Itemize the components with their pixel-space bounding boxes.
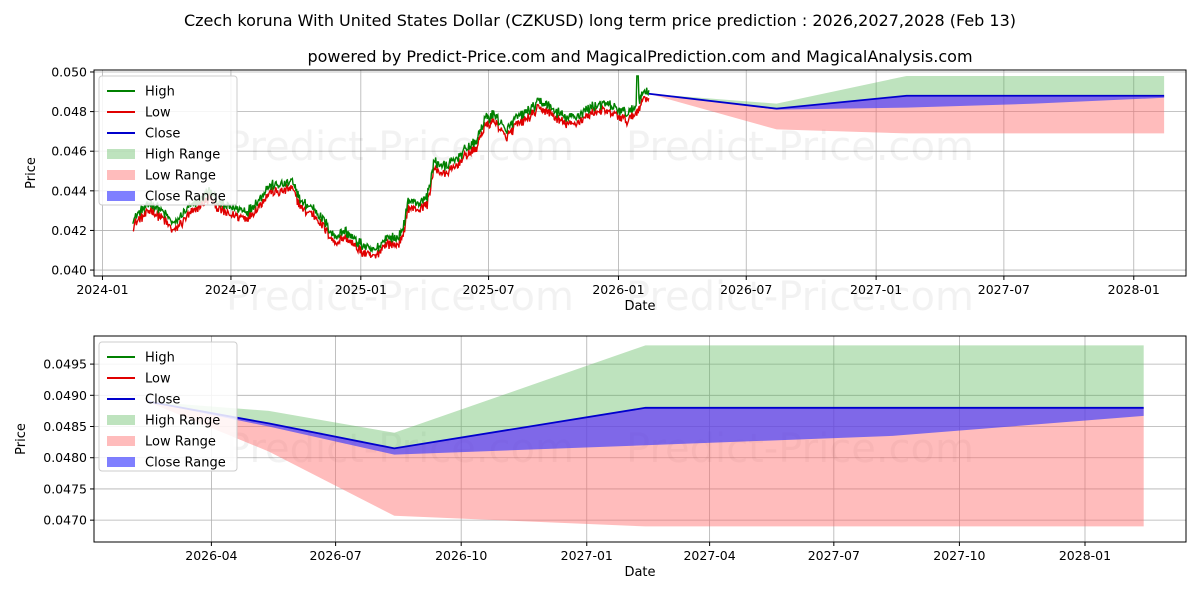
legend-low-label: Low <box>145 372 171 387</box>
legend-close-range-swatch <box>107 191 135 201</box>
x-tick-label: 2027-10 <box>933 548 985 563</box>
y-tick-label: 0.0470 <box>43 513 87 528</box>
forecast-zoom-chart-panel: Predict-Price.com Predict-Price.com2026-0… <box>14 335 1187 580</box>
high-range-area <box>147 345 1144 449</box>
x-tick-label: 2025-07 <box>462 282 514 297</box>
plot-frame <box>93 69 1187 277</box>
x-tick-label: 2027-01 <box>561 548 613 563</box>
y-tick-label: 0.048 <box>51 104 87 119</box>
x-axis-label: Date <box>624 565 655 580</box>
close-range-area <box>147 401 1144 455</box>
long-term-chart-panel: Predict-Price.com Predict-Price.com Predic… <box>24 64 1187 320</box>
legend-high-range-swatch <box>107 415 135 425</box>
x-tick-label: 2026-07 <box>309 548 361 563</box>
close-range-area <box>648 93 1165 110</box>
legend-close-label: Close <box>145 393 180 408</box>
x-tick-label: 2026-07 <box>720 282 772 297</box>
x-tick-label: 2027-04 <box>683 548 735 563</box>
y-tick-label: 0.042 <box>51 223 87 238</box>
x-tick-label: 2026-10 <box>435 548 487 563</box>
legend-low-range-swatch <box>107 436 135 446</box>
y-tick-label: 0.044 <box>51 183 87 198</box>
x-tick-label: 2026-01 <box>592 282 644 297</box>
legend-high-label: High <box>145 351 175 366</box>
watermark-text: Predict-Price.com <box>226 274 574 320</box>
x-tick-label: 2024-01 <box>76 282 128 297</box>
close-forecast-line <box>648 92 1165 110</box>
legend-low-range-swatch <box>107 170 135 180</box>
legend-close-label: Close <box>145 127 180 142</box>
y-tick-label: 0.046 <box>51 144 87 159</box>
x-tick-label: 2025-01 <box>335 282 387 297</box>
y-tick-label: 0.0490 <box>43 388 87 403</box>
x-tick-label: 2028-01 <box>1108 282 1160 297</box>
watermark-text: Predict-Price.com <box>626 274 974 320</box>
close-forecast-line <box>147 400 1144 450</box>
x-tick-label: 2027-07 <box>978 282 1030 297</box>
low-history-line <box>132 95 650 259</box>
x-tick-label: 2026-04 <box>185 548 237 563</box>
legend-box <box>98 341 238 472</box>
low-range-area <box>648 93 1165 134</box>
y-axis-label: Price <box>14 423 29 455</box>
legend: High Low Close High Range Low Range Close Ran… <box>98 75 238 206</box>
legend: High Low Close High Range Low Range Close Ran… <box>98 341 238 472</box>
legend-high-range-label: High Range <box>145 414 220 429</box>
y-tick-label: 0.0480 <box>43 450 87 465</box>
chart-title: Czech koruna With United States Dollar (… <box>184 11 1016 30</box>
legend-close-range-swatch <box>107 457 135 467</box>
y-tick-label: 0.0475 <box>43 481 87 496</box>
plot-frame <box>93 335 1187 543</box>
legend-high-label: High <box>145 85 175 100</box>
x-tick-label: 2024-07 <box>205 282 257 297</box>
y-tick-label: 0.0485 <box>43 419 87 434</box>
legend-low-label: Low <box>145 106 171 121</box>
y-tick-label: 0.0495 <box>43 357 87 372</box>
legend-high-range-swatch <box>107 149 135 159</box>
legend-close-range-label: Close Range <box>145 190 226 205</box>
y-tick-label: 0.050 <box>51 64 87 79</box>
y-tick-label: 0.040 <box>51 263 87 278</box>
watermark-text: Predict-Price.com <box>626 124 974 170</box>
x-tick-label: 2027-07 <box>808 548 860 563</box>
legend-close-range-label: Close Range <box>145 456 226 471</box>
y-axis-label: Price <box>24 157 39 189</box>
chart-subtitle: powered by Predict-Price.com and Magical… <box>307 47 972 66</box>
x-tick-label: 2028-01 <box>1059 548 1111 563</box>
x-tick-label: 2027-01 <box>850 282 902 297</box>
legend-low-range-label: Low Range <box>145 435 216 450</box>
grid-lines <box>94 70 1186 276</box>
high-range-area <box>648 75 1165 109</box>
x-axis-label: Date <box>624 299 655 314</box>
legend-low-range-label: Low Range <box>145 169 216 184</box>
legend-box <box>98 75 238 206</box>
watermark-text: Predict-Price.com <box>226 124 574 170</box>
legend-high-range-label: High Range <box>145 148 220 163</box>
